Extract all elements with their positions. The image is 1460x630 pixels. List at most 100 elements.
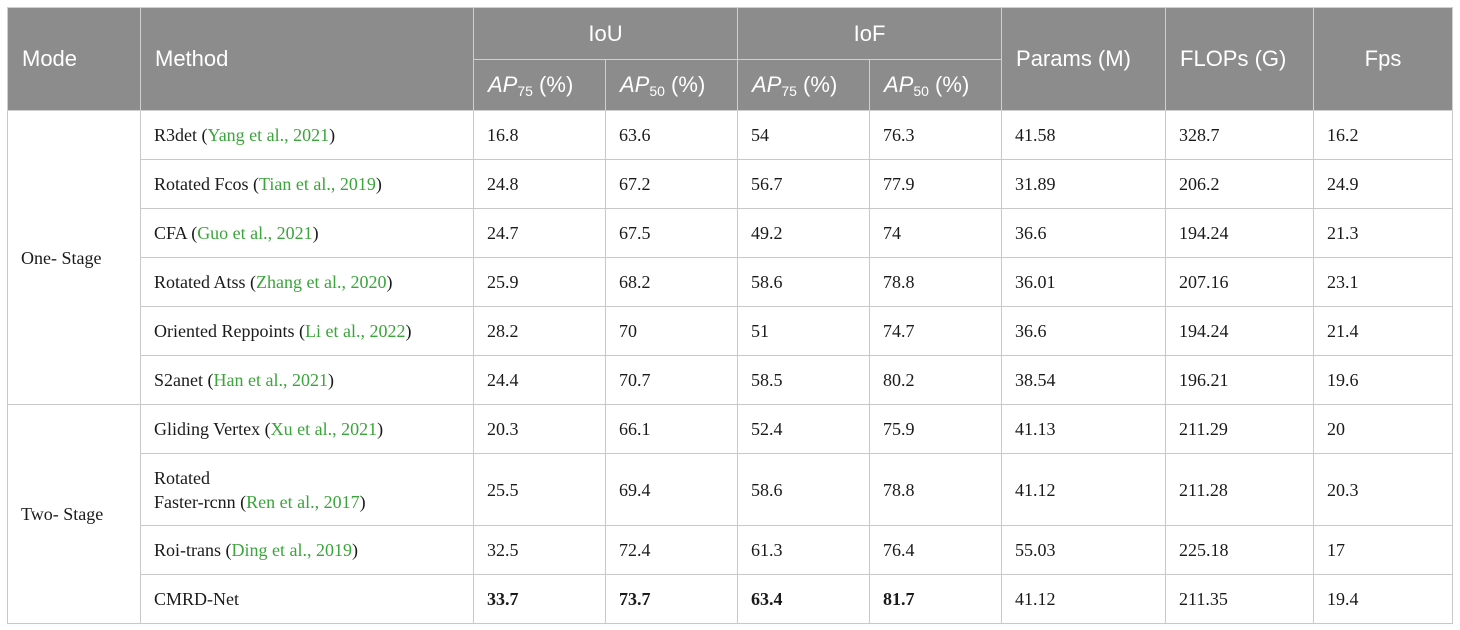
table-row: Rotated Fcos (Tian et al., 2019) 24.8 67… <box>8 159 1454 210</box>
iof-ap50-cell: 78.8 <box>868 453 1003 526</box>
results-table: Mode Method IoU IoF Params (M) FLOPs (G)… <box>7 7 1454 625</box>
header-params: Params (M) <box>1001 7 1167 111</box>
iou-ap50-cell: 69.4 <box>605 453 738 526</box>
citation-link[interactable]: Yang et al., 2021 <box>207 125 330 146</box>
iou-ap75-cell: 25.9 <box>473 257 606 308</box>
iou-ap75-cell: 25.5 <box>473 453 606 526</box>
fps-cell: 21.4 <box>1313 306 1454 357</box>
fps-cell: 19.4 <box>1313 573 1454 625</box>
header-iou-ap50: AP50 (%) <box>605 59 738 111</box>
iof-ap75-cell: 52.4 <box>737 404 870 455</box>
table-row: CFA (Guo et al., 2021) 24.7 67.5 49.2 74… <box>8 208 1454 259</box>
citation-link[interactable]: Xu et al., 2021 <box>270 419 378 440</box>
citation-link[interactable]: Tian et al., 2019 <box>259 174 376 195</box>
iof-ap50-cell: 74 <box>868 208 1003 259</box>
iof-ap50-cell: 76.4 <box>868 524 1003 575</box>
citation-link[interactable]: Zhang et al., 2020 <box>256 272 387 293</box>
method-cell: Rotated Fcos (Tian et al., 2019) <box>140 159 474 210</box>
method-cell: Rotated Atss (Zhang et al., 2020) <box>140 257 474 308</box>
method-cell: Roi-trans (Ding et al., 2019) <box>140 524 474 575</box>
citation-link[interactable]: Ding et al., 2019 <box>231 539 352 560</box>
citation-link[interactable]: Ren et al., 2017 <box>246 491 360 512</box>
fps-cell: 20.3 <box>1313 453 1454 526</box>
iof-ap75-cell: 58.5 <box>737 355 870 406</box>
table-row: Two- Stage Gliding Vertex (Xu et al., 20… <box>7 404 1454 624</box>
params-cell: 41.58 <box>1001 109 1167 161</box>
iof-ap75-cell: 49.2 <box>737 208 870 259</box>
header-iou-ap75: AP75 (%) <box>473 59 606 111</box>
header-method: Method <box>140 7 474 111</box>
method-cell: S2anet (Han et al., 2021) <box>140 355 474 406</box>
flops-cell: 328.7 <box>1165 109 1315 161</box>
iof-ap50-cell: 75.9 <box>868 404 1003 455</box>
iou-ap75-cell: 33.7 <box>473 573 606 625</box>
params-cell: 41.12 <box>1001 573 1167 625</box>
flops-cell: 206.2 <box>1165 159 1315 210</box>
flops-cell: 211.28 <box>1165 453 1315 526</box>
flops-cell: 207.16 <box>1165 257 1315 308</box>
iof-ap75-cell: 51 <box>737 306 870 357</box>
fps-cell: 23.1 <box>1313 257 1454 308</box>
table-header: Mode Method IoU IoF Params (M) FLOPs (G)… <box>7 7 1454 111</box>
flops-cell: 196.21 <box>1165 355 1315 406</box>
fps-cell: 21.3 <box>1313 208 1454 259</box>
mode-cell: One- Stage <box>7 109 141 406</box>
params-cell: 31.89 <box>1001 159 1167 210</box>
fps-cell: 17 <box>1313 524 1454 575</box>
iof-ap50-cell: 78.8 <box>868 257 1003 308</box>
header-iof: IoF <box>736 7 1003 60</box>
method-cell: R3det (Yang et al., 2021) <box>140 109 474 161</box>
table-body: One- Stage R3det (Yang et al., 2021) 16.… <box>7 109 1454 625</box>
header-fps: Fps <box>1313 7 1454 111</box>
params-cell: 41.12 <box>1001 453 1167 526</box>
flops-cell: 225.18 <box>1165 524 1315 575</box>
iou-ap75-cell: 24.4 <box>473 355 606 406</box>
iou-ap50-cell: 66.1 <box>605 404 738 455</box>
table-row: Rotated Faster-rcnn (Ren et al., 2017) 25… <box>8 453 1454 526</box>
flops-cell: 194.24 <box>1165 306 1315 357</box>
header-iof-ap50: AP50 (%) <box>868 59 1003 111</box>
iou-ap50-cell: 68.2 <box>605 257 738 308</box>
header-flops: FLOPs (G) <box>1165 7 1315 111</box>
method-cell: Oriented Reppoints (Li et al., 2022) <box>140 306 474 357</box>
citation-link[interactable]: Han et al., 2021 <box>213 370 328 391</box>
iof-ap50-cell: 80.2 <box>868 355 1003 406</box>
params-cell: 36.6 <box>1001 208 1167 259</box>
method-cell: Rotated Faster-rcnn (Ren et al., 2017) <box>140 453 474 526</box>
iou-ap75-cell: 28.2 <box>473 306 606 357</box>
fps-cell: 19.6 <box>1313 355 1454 406</box>
params-cell: 38.54 <box>1001 355 1167 406</box>
table-row: S2anet (Han et al., 2021) 24.4 70.7 58.5… <box>8 355 1454 406</box>
params-cell: 55.03 <box>1001 524 1167 575</box>
iof-ap75-cell: 58.6 <box>737 453 870 526</box>
flops-cell: 211.29 <box>1165 404 1315 455</box>
iou-ap50-cell: 63.6 <box>605 109 738 161</box>
params-cell: 41.13 <box>1001 404 1167 455</box>
iou-ap75-cell: 16.8 <box>473 109 606 161</box>
table-row: Oriented Reppoints (Li et al., 2022) 28.… <box>8 306 1454 357</box>
flops-cell: 211.35 <box>1165 573 1315 625</box>
iou-ap50-cell: 72.4 <box>605 524 738 575</box>
table-row: CMRD-Net 33.7 73.7 63.4 81.7 41.12 211.3… <box>8 573 1454 625</box>
header-mode: Mode <box>7 7 141 111</box>
iou-ap75-cell: 20.3 <box>473 404 606 455</box>
iou-ap75-cell: 24.8 <box>473 159 606 210</box>
table-row: One- Stage R3det (Yang et al., 2021) 16.… <box>7 109 1454 406</box>
header-iou: IoU <box>473 7 738 60</box>
iof-ap75-cell: 54 <box>737 109 870 161</box>
iou-ap75-cell: 24.7 <box>473 208 606 259</box>
iou-ap50-cell: 70.7 <box>605 355 738 406</box>
citation-link[interactable]: Guo et al., 2021 <box>197 223 313 244</box>
method-cell: Gliding Vertex (Xu et al., 2021) <box>140 404 474 455</box>
iof-ap75-cell: 63.4 <box>737 573 870 625</box>
params-cell: 36.01 <box>1001 257 1167 308</box>
citation-link[interactable]: Li et al., 2022 <box>304 321 406 342</box>
header-iof-ap75: AP75 (%) <box>737 59 870 111</box>
iou-ap50-cell: 67.5 <box>605 208 738 259</box>
flops-cell: 194.24 <box>1165 208 1315 259</box>
iof-ap50-cell: 76.3 <box>868 109 1003 161</box>
iof-ap75-cell: 56.7 <box>737 159 870 210</box>
iof-ap75-cell: 61.3 <box>737 524 870 575</box>
mode-cell: Two- Stage <box>7 404 141 624</box>
table-row: Roi-trans (Ding et al., 2019) 32.5 72.4 … <box>8 524 1454 575</box>
